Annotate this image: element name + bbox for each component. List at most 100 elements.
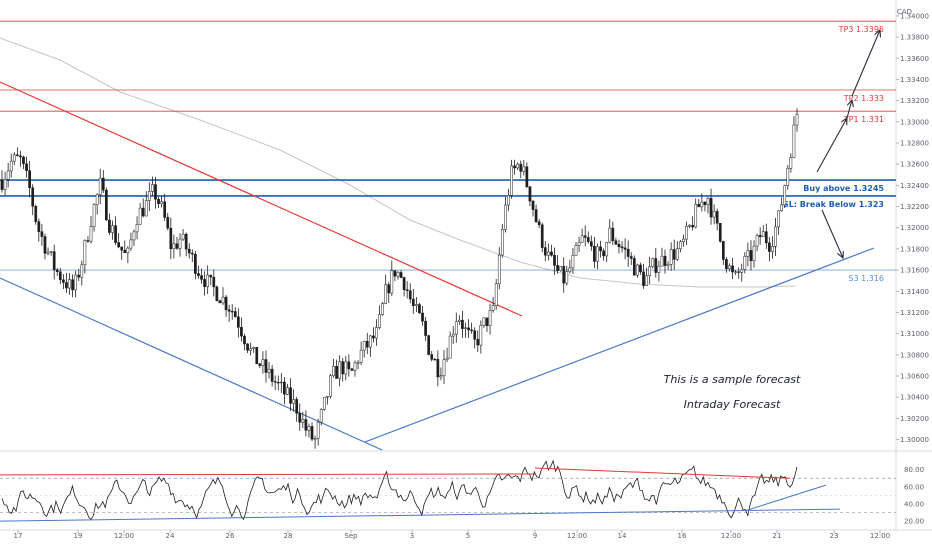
candle-body <box>58 271 62 281</box>
candle-body <box>261 359 265 366</box>
level-label: TP3 1.3395 <box>838 25 884 34</box>
candle-body <box>712 211 716 218</box>
candle-body <box>562 266 566 284</box>
candle-body <box>519 163 523 172</box>
level-label: TP1 1.331 <box>843 115 884 124</box>
candle-body <box>682 238 685 243</box>
candle-body <box>310 426 314 440</box>
candle-body <box>144 200 148 217</box>
candle-body <box>62 279 65 283</box>
candle-body <box>467 327 470 331</box>
candle-body <box>777 210 780 228</box>
moving-average-line <box>0 37 796 288</box>
forecast-arrow <box>846 100 852 119</box>
time-tick-label: 12:00 <box>870 532 890 540</box>
candle-body <box>0 179 4 190</box>
candle-body <box>448 335 452 359</box>
candle-body <box>289 387 292 404</box>
candle-body <box>605 242 609 257</box>
candle-body <box>746 250 750 257</box>
candle-body <box>313 437 317 440</box>
candle-body <box>439 375 443 378</box>
candle-body <box>473 330 477 340</box>
candle-body <box>642 271 645 286</box>
oscillator-resistance-falling <box>534 467 791 479</box>
candle-body <box>6 170 10 180</box>
candle-body <box>95 194 99 206</box>
candle-body <box>418 304 421 314</box>
candle-body <box>267 368 271 373</box>
candle-body <box>543 247 547 256</box>
levels-layer: TP3 1.3395 TP2 1.333 TP1 1.331 Buy above 1.… <box>0 20 896 283</box>
candle-body <box>356 362 360 364</box>
candle-body <box>387 284 391 294</box>
candle-body <box>396 272 400 277</box>
candle-body <box>74 274 78 291</box>
candle-body <box>322 396 326 410</box>
candle-body <box>408 290 412 300</box>
price-tick-label: 1.31800 <box>900 245 929 253</box>
candle-body <box>709 198 713 218</box>
candle-body <box>304 419 308 431</box>
candle-body <box>669 249 673 265</box>
candle-body <box>230 311 234 313</box>
candle-body <box>488 310 492 326</box>
candle-body <box>497 254 501 285</box>
forecast-arrows-layer <box>816 30 880 258</box>
candle-body <box>264 359 268 373</box>
candle-body <box>341 361 345 375</box>
candle-body <box>721 241 725 260</box>
candle-body <box>31 187 35 207</box>
price-tick-label: 1.30000 <box>900 436 929 444</box>
candle-body <box>338 361 341 379</box>
forecast-arrow <box>816 118 847 173</box>
candle-body <box>442 359 446 376</box>
candle-body <box>123 249 127 254</box>
candle-body <box>117 242 120 248</box>
price-tick-label: 1.30800 <box>900 351 929 359</box>
price-tick-label: 1.32800 <box>900 139 929 147</box>
candle-body <box>522 166 526 172</box>
candle-body <box>421 312 424 322</box>
candle-body <box>307 426 311 431</box>
candle-body <box>445 357 449 361</box>
candle-body <box>319 409 323 423</box>
candle-body <box>190 252 194 255</box>
candle-body <box>378 314 381 328</box>
candle-body <box>654 258 658 273</box>
oscillator-line <box>1 459 798 521</box>
candle-body <box>215 286 219 301</box>
price-tick-label: 1.32000 <box>900 224 929 232</box>
candle-body <box>451 333 455 337</box>
candle-body <box>691 224 694 228</box>
candle-body <box>194 253 197 274</box>
candle-body <box>405 289 409 292</box>
candle-body <box>593 245 596 262</box>
resistance-trendline <box>0 81 523 317</box>
oscillator-tick-label: 40.00 <box>904 501 924 509</box>
candle-body <box>246 343 249 351</box>
candle-body <box>586 237 590 242</box>
candle-body <box>212 276 216 288</box>
level-label: S3 1.316 <box>848 274 884 283</box>
oscillator-pane <box>0 459 896 522</box>
time-tick-label: 23 <box>830 532 839 540</box>
time-tick-label: 16 <box>678 532 687 540</box>
time-tick-label: 17 <box>14 532 23 540</box>
candle-body <box>703 201 707 205</box>
candle-body <box>761 231 765 237</box>
time-tick-label: 19 <box>74 532 83 540</box>
candle-body <box>568 267 572 272</box>
candle-body <box>424 320 427 336</box>
candle-body <box>611 227 615 241</box>
candle-body <box>98 177 102 195</box>
candle-body <box>240 327 243 337</box>
time-tick-label: 14 <box>618 532 627 540</box>
candle-body <box>344 361 348 375</box>
candle-body <box>163 201 167 218</box>
candle-body <box>83 240 87 266</box>
time-tick-label: Sep <box>344 532 358 540</box>
candle-body <box>316 421 320 439</box>
